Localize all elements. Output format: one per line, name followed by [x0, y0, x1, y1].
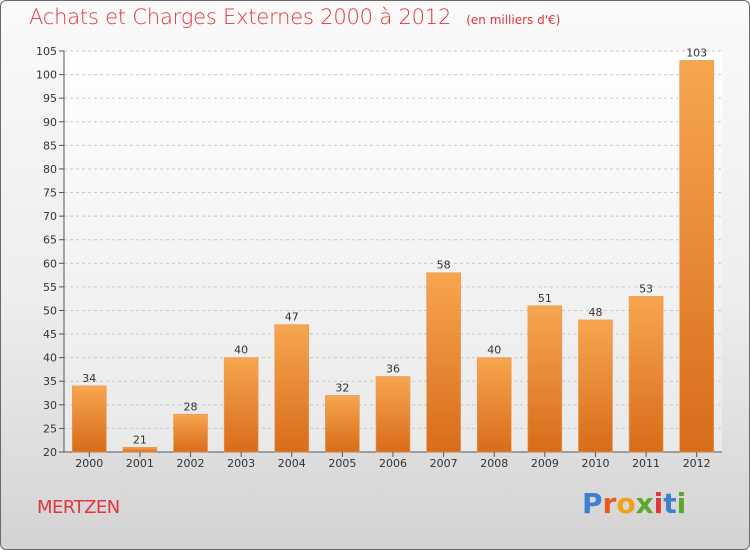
y-tick-label: 45 [43, 328, 57, 341]
y-tick-label: 85 [43, 139, 57, 152]
data-label: 58 [437, 259, 451, 272]
y-tick-label: 105 [36, 45, 57, 58]
chart-title: Achats et Charges Externes 2000 à 2012 (… [29, 5, 560, 29]
x-tick-label: 2008 [480, 457, 508, 470]
brand-letter: P [582, 487, 603, 520]
data-label: 53 [639, 282, 653, 295]
brand-letter: o [616, 487, 636, 520]
data-label: 47 [285, 311, 299, 324]
y-tick-label: 75 [43, 187, 57, 200]
data-label: 40 [487, 344, 501, 357]
bar [476, 357, 512, 453]
y-tick-label: 25 [43, 422, 57, 435]
data-label: 51 [538, 292, 552, 305]
data-label: 48 [588, 306, 602, 319]
x-tick-label: 2004 [278, 457, 306, 470]
commune-name: MERTZEN [37, 497, 120, 518]
brand-letter: x [635, 487, 654, 520]
data-label: 36 [386, 363, 400, 376]
data-label: 103 [686, 46, 707, 59]
brand-letter: i [676, 487, 687, 520]
brand-logo: Proxiti [582, 487, 686, 520]
data-label: 40 [234, 344, 248, 357]
y-tick-label: 100 [36, 69, 57, 82]
x-tick-label: 2003 [227, 457, 255, 470]
x-tick-label: 2001 [126, 457, 154, 470]
y-tick-label: 35 [43, 375, 57, 388]
x-tick-label: 2002 [177, 457, 205, 470]
y-tick-label: 95 [43, 92, 57, 105]
data-label: 34 [82, 372, 96, 385]
x-tick-label: 2010 [581, 457, 609, 470]
bar [122, 446, 158, 453]
data-label: 21 [133, 433, 147, 446]
y-tick-label: 60 [43, 257, 57, 270]
y-tick-label: 50 [43, 304, 57, 317]
y-tick-label: 40 [43, 352, 57, 365]
brand-letter: r [602, 487, 617, 520]
x-tick-label: 2011 [632, 457, 660, 470]
brand-letter: i [653, 487, 664, 520]
y-tick-label: 20 [43, 446, 57, 459]
bar [527, 305, 563, 453]
bar [679, 60, 714, 453]
x-tick-label: 2000 [75, 457, 103, 470]
brand-letter: t [663, 487, 677, 520]
bar [274, 324, 310, 453]
bar [426, 272, 461, 453]
data-label: 32 [335, 381, 349, 394]
x-tick-label: 2006 [379, 457, 407, 470]
x-tick-label: 2005 [328, 457, 356, 470]
chart-title-text: Achats et Charges Externes 2000 à 2012 [29, 5, 452, 29]
y-tick-label: 55 [43, 281, 57, 294]
bar [628, 296, 664, 453]
x-tick-label: 2009 [531, 457, 559, 470]
x-tick-label: 2007 [430, 457, 458, 470]
y-tick-label: 80 [43, 163, 57, 176]
y-tick-label: 70 [43, 210, 57, 223]
bar [578, 319, 613, 453]
x-tick-label: 2012 [683, 457, 711, 470]
y-tick-label: 30 [43, 399, 57, 412]
bar [72, 385, 107, 453]
y-tick-label: 65 [43, 234, 57, 247]
bar [325, 395, 360, 453]
chart-unit: (en milliers d'€) [466, 13, 561, 27]
data-label: 28 [184, 400, 198, 413]
bar [375, 376, 411, 453]
bar [173, 413, 208, 453]
bar [223, 357, 259, 453]
y-tick-label: 90 [43, 116, 57, 129]
